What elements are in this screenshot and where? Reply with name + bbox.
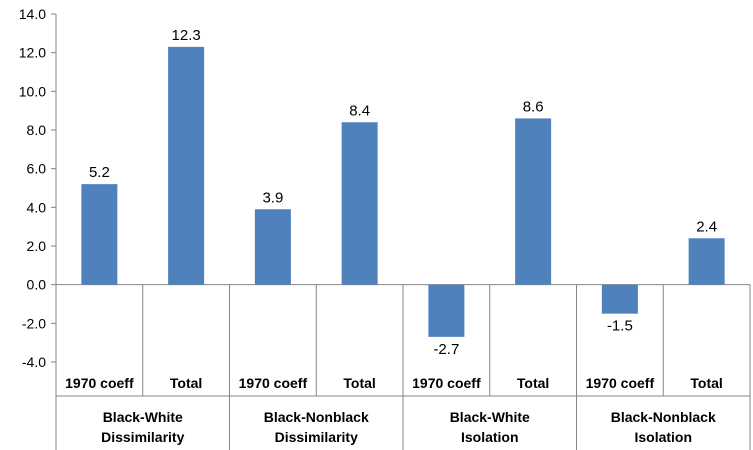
y-tick-label: 12.0 bbox=[19, 45, 46, 61]
bar bbox=[601, 284, 638, 314]
data-label: 12.3 bbox=[172, 27, 201, 44]
group-label-line2: Isolation bbox=[461, 429, 519, 445]
data-label: 3.9 bbox=[262, 189, 283, 206]
data-label: 8.4 bbox=[349, 102, 370, 119]
bar bbox=[688, 238, 725, 285]
group-label-line1: Black-White bbox=[450, 409, 530, 425]
category-label: Total bbox=[343, 375, 375, 391]
bar bbox=[515, 118, 552, 285]
bar bbox=[254, 209, 291, 285]
y-tick-label: -2.0 bbox=[22, 315, 46, 331]
y-tick-label: 6.0 bbox=[27, 161, 47, 177]
category-label: Total bbox=[690, 375, 722, 391]
category-label: 1970 coeff bbox=[65, 375, 134, 391]
category-label: Total bbox=[170, 375, 202, 391]
group-label-line1: Black-White bbox=[103, 409, 183, 425]
group-label-line2: Dissimilarity bbox=[275, 429, 358, 445]
bar bbox=[428, 284, 465, 337]
group-label-line2: Isolation bbox=[634, 429, 692, 445]
bar bbox=[81, 184, 118, 285]
y-tick-label: 4.0 bbox=[27, 199, 47, 215]
y-tick-label: 14.0 bbox=[19, 6, 46, 22]
data-label: 8.6 bbox=[523, 98, 544, 115]
group-label-line1: Black-Nonblack bbox=[611, 409, 716, 425]
data-label: 2.4 bbox=[696, 218, 717, 235]
group-label-line2: Dissimilarity bbox=[101, 429, 184, 445]
category-label: 1970 coeff bbox=[239, 375, 308, 391]
bar-layer bbox=[81, 46, 725, 337]
data-label: -1.5 bbox=[607, 318, 633, 335]
label-layer: 14.0 12.0 10.0 8.0 6.0 4.0 2.0 0.0 -2.0 -4.0 5.2 19… bbox=[19, 6, 723, 445]
data-label: -2.7 bbox=[433, 341, 459, 358]
y-tick-label: 2.0 bbox=[27, 238, 47, 254]
category-label: 1970 coeff bbox=[586, 375, 655, 391]
category-label: 1970 coeff bbox=[412, 375, 481, 391]
y-tick-label: 0.0 bbox=[27, 277, 47, 293]
y-tick-label: -4.0 bbox=[22, 354, 46, 370]
category-label: Total bbox=[517, 375, 549, 391]
bar bbox=[341, 122, 378, 285]
bar bbox=[168, 46, 205, 285]
group-label-line1: Black-Nonblack bbox=[264, 409, 369, 425]
y-tick-label: 10.0 bbox=[19, 83, 46, 99]
data-label: 5.2 bbox=[89, 164, 110, 181]
y-tick-label: 8.0 bbox=[27, 122, 47, 138]
